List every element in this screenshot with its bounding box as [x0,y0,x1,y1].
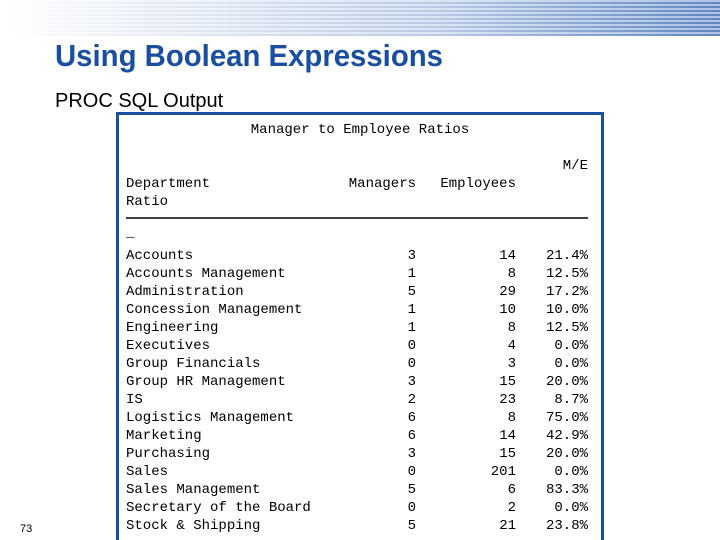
cell-ratio: 21.4% [546,248,589,264]
cell-employees: 8 [508,320,516,336]
column-header: M/E [563,158,588,174]
cell-department: Secretary of the Board [126,500,311,516]
cell-ratio: 23.8% [546,518,589,534]
cell-employees: 23 [499,392,516,408]
cell-managers: 5 [408,518,416,534]
cell-ratio: 75.0% [546,410,589,426]
cell-managers: 6 [408,428,416,444]
cell-department: Accounts Management [126,266,286,282]
cell-ratio: 12.5% [546,266,589,282]
column-header: Ratio [126,194,168,210]
cell-managers: 1 [408,320,416,336]
cell-managers: 0 [408,500,416,516]
cell-ratio: 8.7% [554,392,588,408]
cell-department: Purchasing [126,446,210,462]
page-number: 73 [20,523,32,535]
cell-employees: 201 [491,464,516,480]
cell-ratio: 42.9% [546,428,589,444]
cell-department: Group HR Management [126,374,286,390]
cell-employees: 2 [508,500,516,516]
cell-department: Concession Management [126,302,302,318]
cell-employees: 8 [508,266,516,282]
cell-employees: 21 [499,518,516,534]
cell-employees: 3 [508,356,516,372]
cell-ratio: 0.0% [554,464,588,480]
cell-managers: 6 [408,410,416,426]
cell-department: Sales [126,464,168,480]
cell-managers: 3 [408,374,416,390]
cell-employees: 14 [499,248,516,264]
cell-managers: 1 [408,302,416,318]
cell-managers: 3 [408,446,416,462]
cell-ratio: 10.0% [546,302,589,318]
slide-subtitle: PROC SQL Output [55,90,224,112]
cell-employees: 4 [508,338,516,354]
cell-employees: 15 [499,446,516,462]
cell-department: Logistics Management [126,410,294,426]
cell-employees: 6 [508,482,516,498]
column-header: Employees [440,176,516,192]
cell-ratio: 0.0% [554,500,588,516]
cell-managers: 5 [408,284,416,300]
cell-ratio: 20.0% [546,374,589,390]
column-header: Managers [349,176,416,192]
cell-employees: 14 [499,428,516,444]
cell-employees: 10 [499,302,516,318]
cell-ratio: 0.0% [554,356,588,372]
cell-ratio: 12.5% [546,320,589,336]
cell-department: Marketing [126,428,202,444]
cell-department: Sales Management [126,482,260,498]
cell-managers: 5 [408,482,416,498]
header-stripes [0,0,720,36]
cell-managers: 1 [408,266,416,282]
cell-ratio: 20.0% [546,446,589,462]
cell-employees: 15 [499,374,516,390]
cell-department: Stock & Shipping [126,518,260,534]
output: Manager to Employee Ratios M/E Departmen… [125,122,589,534]
cell-employees: 29 [499,284,516,300]
cell-ratio: 17.2% [546,284,589,300]
output-title: Manager to Employee Ratios [251,122,469,138]
cell-department: Group Financials [126,356,260,372]
cell-department: Executives [126,338,210,354]
continuation: _ [125,225,135,241]
cell-department: Administration [126,284,244,300]
cell-ratio: 0.0% [554,338,588,354]
cell-managers: 0 [408,338,416,354]
cell-managers: 2 [408,392,416,408]
output-box [116,112,604,540]
cell-ratio: 83.3% [546,482,589,498]
cell-department: Accounts [126,248,193,264]
cell-managers: 0 [408,464,416,480]
cell-employees: 8 [508,410,516,426]
column-header: Department [126,176,210,192]
slide-title: Using Boolean Expressions [55,38,443,73]
cell-managers: 3 [408,248,416,264]
cell-department: Engineering [126,320,218,336]
cell-managers: 0 [408,356,416,372]
cell-department: IS [126,392,143,408]
